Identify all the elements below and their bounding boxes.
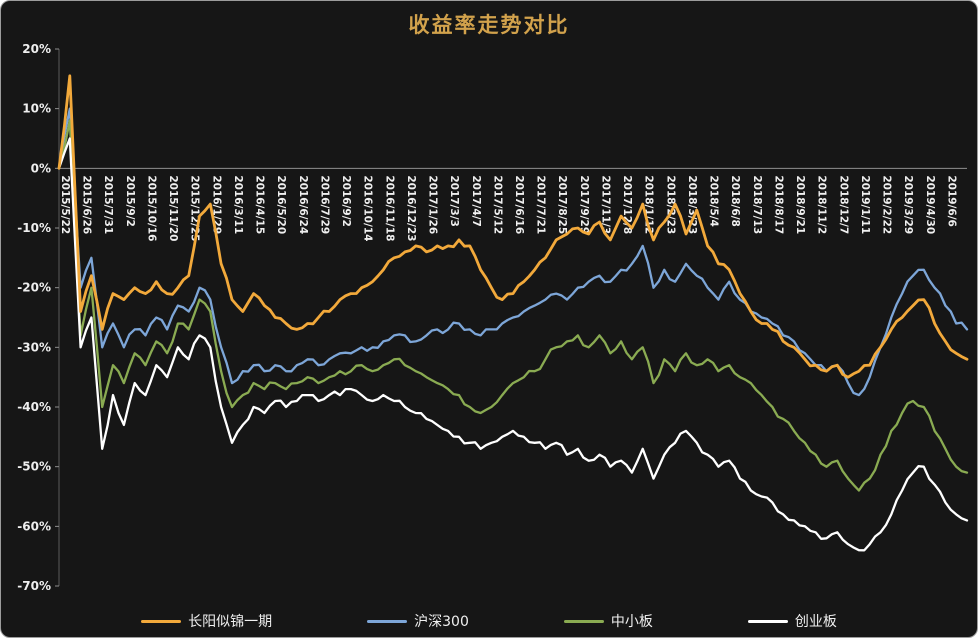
legend-label-2: 中小板 xyxy=(610,614,653,630)
legend-item-3[interactable]: 创业板 xyxy=(747,611,837,631)
x-tick-label: 2019/1/11 xyxy=(859,175,871,234)
x-tick-label: 2015/10/16 xyxy=(145,175,157,241)
y-tick-label: 20% xyxy=(22,42,51,56)
x-tick-label: 2017/4/7 xyxy=(470,175,482,227)
y-tick-label: -10% xyxy=(17,221,51,235)
x-tick-label: 2019/4/30 xyxy=(924,175,936,234)
x-tick-label: 2017/5/12 xyxy=(491,175,503,234)
x-tick-label: 2015/11/20 xyxy=(167,175,179,241)
x-tick-label: 2015/5/22 xyxy=(59,175,71,234)
x-tick-label: 2015/7/31 xyxy=(102,175,114,234)
y-tick-label: -50% xyxy=(17,460,51,474)
x-tick-label: 2016/4/15 xyxy=(254,175,266,234)
y-tick-label: -30% xyxy=(17,340,51,354)
x-tick-label: 2018/12/7 xyxy=(837,175,849,234)
y-tick-label: -40% xyxy=(17,400,51,414)
x-tick-label: 2019/3/29 xyxy=(902,175,914,234)
y-tick-label: -70% xyxy=(17,579,51,593)
legend-item-0[interactable]: 长阳似锦一期 xyxy=(141,611,272,631)
x-tick-label: 2016/9/2 xyxy=(340,175,352,227)
y-tick-label: -60% xyxy=(17,519,51,533)
x-tick-label: 2019/2/22 xyxy=(881,175,893,234)
legend-swatch-3 xyxy=(747,619,788,623)
y-tick-label: -20% xyxy=(17,281,51,295)
legend-swatch-2 xyxy=(563,619,604,623)
x-tick-label: 2016/5/20 xyxy=(275,175,287,234)
x-tick-label: 2015/6/26 xyxy=(81,175,93,234)
legend-label-0: 长阳似锦一期 xyxy=(188,614,273,630)
x-tick-label: 2016/3/11 xyxy=(232,175,244,234)
legend-label-3: 创业板 xyxy=(794,614,837,630)
x-tick-label: 2016/7/29 xyxy=(318,175,330,234)
series-line-1 xyxy=(57,107,969,397)
x-tick-label: 2016/11/18 xyxy=(383,175,395,241)
x-tick-label: 2018/5/4 xyxy=(708,175,720,227)
x-tick-label: 2016/12/23 xyxy=(405,175,417,241)
legend-swatch-0 xyxy=(141,619,182,623)
x-tick-label: 2018/7/13 xyxy=(751,175,763,234)
x-tick-label: 2018/9/21 xyxy=(794,175,806,234)
legend: 长阳似锦一期 沪深300 中小板 创业板 xyxy=(1,611,977,631)
x-tick-label: 2016/6/24 xyxy=(297,175,309,234)
legend-label-1: 沪深300 xyxy=(414,614,469,630)
legend-item-1[interactable]: 沪深300 xyxy=(367,611,469,631)
x-tick-label: 2015/9/2 xyxy=(124,175,136,227)
legend-swatch-1 xyxy=(367,619,408,623)
x-tick-label: 2016/1/29 xyxy=(210,175,222,234)
x-tick-label: 2017/6/16 xyxy=(513,175,525,234)
series-line-3 xyxy=(57,137,969,552)
y-tick-label: 0% xyxy=(31,161,51,175)
y-tick-label: 10% xyxy=(22,102,51,116)
x-tick-label: 2017/12/8 xyxy=(621,175,633,234)
x-tick-label: 2018/6/8 xyxy=(729,175,741,227)
x-tick-label: 2019/6/6 xyxy=(945,175,957,227)
series-line-0 xyxy=(57,74,969,379)
x-tick-label: 2018/11/2 xyxy=(816,175,828,234)
series-line-2 xyxy=(57,119,969,492)
x-tick-label: 2017/7/21 xyxy=(535,175,547,234)
legend-item-2[interactable]: 中小板 xyxy=(563,611,653,631)
x-tick-label: 2017/3/3 xyxy=(448,175,460,227)
x-tick-label: 2018/3/23 xyxy=(686,175,698,234)
x-tick-label: 2017/8/25 xyxy=(556,175,568,234)
x-tick-label: 2015/12/25 xyxy=(189,175,201,241)
chart-title: 收益率走势对比 xyxy=(408,13,570,37)
x-tick-label: 2016/10/14 xyxy=(362,175,374,241)
x-tick-label: 2017/9/29 xyxy=(578,175,590,234)
x-tick-label: 2017/11/3 xyxy=(599,175,611,234)
x-tick-label: 2017/1/26 xyxy=(427,175,439,234)
x-tick-label: 2018/8/17 xyxy=(772,175,784,234)
